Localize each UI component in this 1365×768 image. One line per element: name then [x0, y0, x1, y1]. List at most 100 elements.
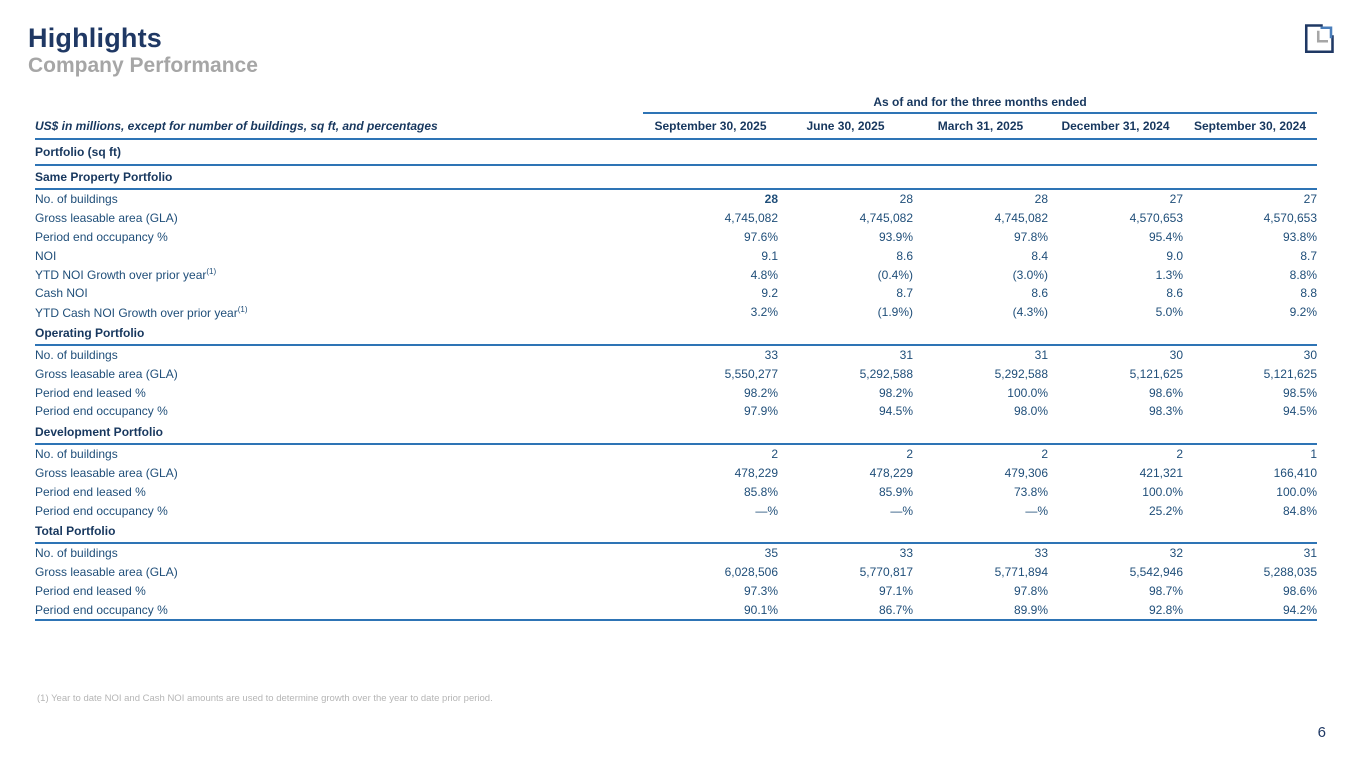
cell-value: 166,410 — [1273, 465, 1317, 480]
company-performance-table: As of and for the three months ended US$… — [35, 92, 1317, 622]
cell-value: 9.2% — [1289, 305, 1317, 320]
cell-value: 85.9% — [878, 484, 913, 499]
table-row: Period end occupancy % —% —% —% 25.2% 84.8% — [35, 501, 1317, 520]
cell-value: 478,229 — [734, 465, 778, 480]
cell-value: 31 — [899, 347, 913, 362]
cell-value: 9.0 — [1166, 248, 1183, 263]
cell-value: 100.0% — [1142, 484, 1183, 499]
row-label: Period end occupancy % — [35, 404, 168, 419]
section-title-row: Same Property Portfolio — [35, 165, 1317, 190]
cell-value: 89.9% — [913, 600, 1048, 622]
cell-value: 97.8% — [1013, 583, 1048, 598]
section-title-row: Operating Portfolio — [35, 321, 1317, 346]
cell-value: 95.4% — [1148, 229, 1183, 244]
span-header: As of and for the three months ended — [643, 92, 1317, 114]
table-row: YTD NOI Growth over prior year(1) 4.8% (0.… — [35, 265, 1317, 284]
cell-value: 30 — [1303, 347, 1317, 362]
cell-value: 94.5% — [1282, 404, 1317, 419]
row-label: Cash NOI — [35, 286, 88, 301]
group-title-row: Portfolio (sq ft) — [35, 139, 1317, 166]
table-row: Period end occupancy % 90.1% 86.7% 89.9% 92.… — [35, 600, 1317, 622]
cell-value: 86.7% — [778, 600, 913, 622]
company-logo-icon — [1304, 24, 1334, 54]
cell-value: (0.4%) — [877, 267, 913, 282]
cell-value: 478,229 — [869, 465, 913, 480]
cell-value: 8.6 — [1031, 286, 1048, 301]
table-row: Cash NOI 9.2 8.7 8.6 8.6 8.8 — [35, 284, 1317, 303]
table-row: No. of buildings 33 31 31 30 30 — [35, 345, 1317, 365]
section-title-row: Development Portfolio — [35, 420, 1317, 445]
section-title-row: Total Portfolio — [35, 519, 1317, 544]
cell-value: 8.7 — [1300, 248, 1317, 263]
cell-value: 479,306 — [1004, 465, 1048, 480]
cell-value: 9.1 — [761, 248, 778, 263]
cell-value: 5,121,625 — [1263, 366, 1317, 381]
cell-value: 33 — [764, 347, 778, 362]
footnote-marker: (1) — [237, 304, 248, 314]
column-header-row: US$ in millions, except for number of bu… — [35, 113, 1317, 140]
cell-value: 93.9% — [878, 229, 913, 244]
row-label: Period end leased % — [35, 484, 146, 499]
cell-value: 94.2% — [1183, 600, 1317, 622]
span-header-row: As of and for the three months ended — [35, 92, 1317, 114]
cell-value: 73.8% — [1013, 484, 1048, 499]
table-row: No. of buildings 35 33 33 32 31 — [35, 543, 1317, 563]
cell-value: 8.6 — [1166, 286, 1183, 301]
cell-value: 35 — [764, 546, 778, 561]
cell-value: 8.8% — [1289, 267, 1317, 282]
table-row: Period end occupancy % 97.6% 93.9% 97.8% 95.… — [35, 228, 1317, 247]
cell-value: 33 — [1034, 546, 1048, 561]
page-title: Highlights — [28, 23, 162, 53]
section-title: Same Property Portfolio — [35, 165, 1317, 190]
cell-value: 85.8% — [743, 484, 778, 499]
cell-value: 98.0% — [1013, 404, 1048, 419]
cell-value: 8.7 — [896, 286, 913, 301]
cell-value: 4,745,082 — [724, 211, 778, 226]
cell-value: 8.8 — [1300, 286, 1317, 301]
cell-value: 4,570,653 — [1263, 211, 1317, 226]
row-label: YTD Cash NOI Growth over prior year(1) — [35, 304, 248, 320]
cell-value: (4.3%) — [1012, 305, 1048, 320]
row-label: Period end occupancy % — [35, 503, 168, 518]
column-header: September 30, 2024 — [1183, 113, 1317, 140]
row-label: Period end leased % — [35, 583, 146, 598]
cell-value: 28 — [1034, 192, 1048, 207]
footnote: (1) Year to date NOI and Cash NOI amount… — [37, 693, 493, 704]
row-label: Period end leased % — [35, 385, 146, 400]
table-row: Gross leasable area (GLA) 6,028,506 5,770,… — [35, 563, 1317, 582]
cell-value: 97.8% — [1013, 229, 1048, 244]
table-head-rows: As of and for the three months ended US$… — [35, 92, 1317, 166]
row-label: Period end occupancy % — [35, 600, 643, 622]
cell-value: 5,288,035 — [1263, 565, 1317, 580]
footnote-marker: (1) — [206, 267, 217, 277]
cell-value: 5,542,946 — [1129, 565, 1183, 580]
row-label: Gross leasable area (GLA) — [35, 211, 178, 226]
title-block: Highlights Company Performance — [28, 23, 258, 78]
cell-value: 4,745,082 — [859, 211, 913, 226]
cell-value: 31 — [1034, 347, 1048, 362]
table-row: Period end occupancy % 97.9% 94.5% 98.0% 98.… — [35, 402, 1317, 421]
row-label: Period end occupancy % — [35, 229, 168, 244]
cell-value: 27 — [1169, 192, 1183, 207]
row-label: Gross leasable area (GLA) — [35, 565, 178, 580]
row-label: No. of buildings — [35, 447, 118, 462]
table-row: YTD Cash NOI Growth over prior year(1) 3.… — [35, 303, 1317, 322]
cell-value: (1.9%) — [877, 305, 913, 320]
table-body: Same Property Portfolio No. of buildings 2… — [35, 165, 1317, 622]
cell-value: 2 — [1041, 447, 1048, 462]
cell-value: 33 — [899, 546, 913, 561]
cell-value: 5,550,277 — [724, 366, 778, 381]
cell-value: 4.8% — [750, 267, 778, 282]
cell-value: 8.6 — [896, 248, 913, 263]
section-title: Development Portfolio — [35, 420, 1317, 445]
table-row: Gross leasable area (GLA) 4,745,082 4,745,… — [35, 209, 1317, 228]
cell-value: 97.6% — [743, 229, 778, 244]
cell-value: 8.4 — [1031, 248, 1048, 263]
cell-value: 100.0% — [1007, 385, 1048, 400]
cell-value: 28 — [899, 192, 913, 207]
table-row: No. of buildings 28 28 28 27 27 — [35, 189, 1317, 209]
cell-value: 5,770,817 — [859, 565, 913, 580]
cell-value: 6,028,506 — [724, 565, 778, 580]
cell-value: 93.8% — [1282, 229, 1317, 244]
column-header: December 31, 2024 — [1048, 113, 1183, 140]
